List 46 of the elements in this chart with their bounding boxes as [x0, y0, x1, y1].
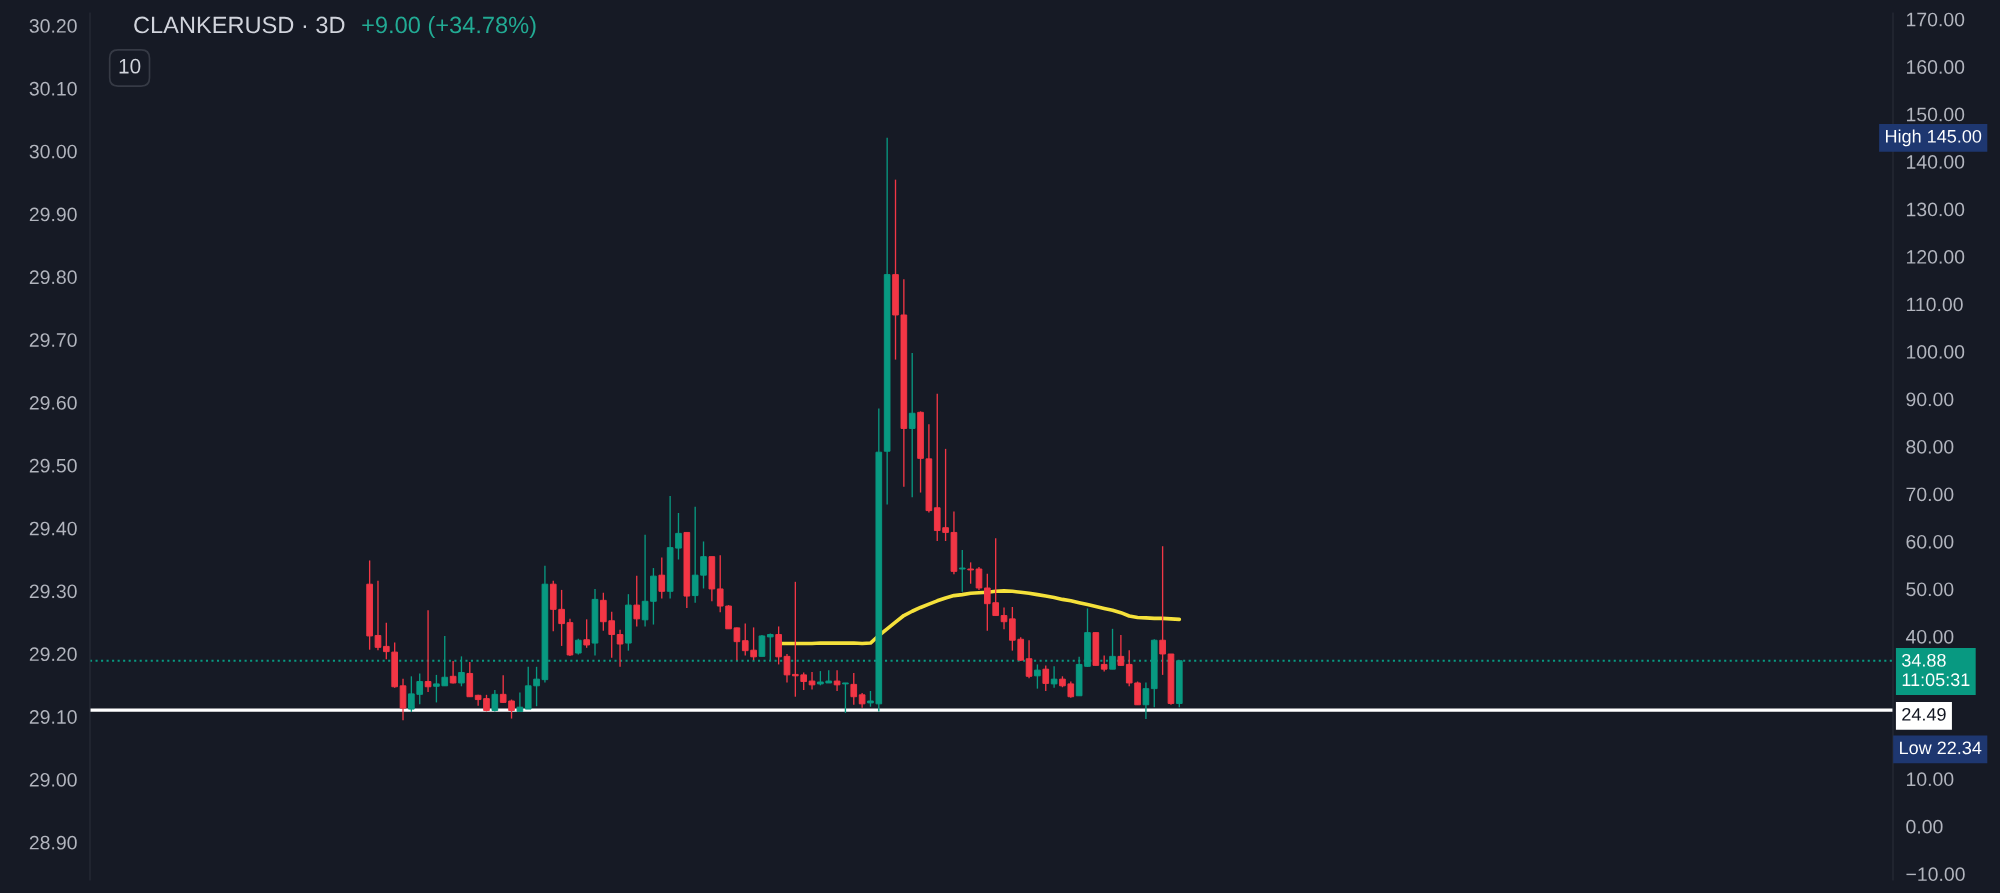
y-tick-label: 10.00: [1906, 772, 1954, 787]
ref-line-label: 34.88 11:05:31: [1902, 653, 1970, 687]
candlestick: [808, 672, 816, 690]
y2-tick-label: 30.10: [29, 81, 77, 96]
y-tick-label: −10.00: [1906, 867, 1965, 882]
candlestick: [449, 661, 457, 684]
y-tick-label: 40.00: [1905, 629, 1954, 644]
y2-tick-label: 29.70: [29, 333, 77, 347]
y-tick-label: 160.00: [1906, 60, 1965, 74]
y-tick-label: 70.00: [1906, 487, 1954, 502]
annotation: High 145.00: [1886, 129, 1982, 147]
ref-line-label: 24.49: [1902, 707, 1946, 721]
y-tick-label: 0.00: [1906, 819, 1943, 834]
y2-tick-label: 29.00: [29, 772, 77, 787]
candlestick: [1117, 635, 1125, 666]
y2-tick-label: 29.80: [29, 270, 77, 285]
y-tick-label: 150.00: [1906, 107, 1965, 122]
y-tick-label: 50.00: [1906, 582, 1954, 597]
y2-tick-label: 29.40: [29, 521, 77, 536]
annotation: 10: [119, 58, 141, 74]
candlestick: [516, 692, 524, 712]
y-tick-label: 80.00: [1906, 439, 1954, 454]
y2-tick-label: 28.90: [29, 835, 77, 850]
text: Low 22.34: [1900, 741, 1982, 755]
candlestick: [616, 629, 624, 667]
y2-tick-label: 29.90: [29, 207, 77, 222]
candlestick: [1050, 666, 1058, 688]
chart-title: CLANKERUSD · 3D: [134, 16, 345, 34]
candlestick: [424, 610, 432, 692]
y-tick-label: 170.00: [1906, 12, 1965, 27]
chart-subtitle: +9.00 (+34.78%): [362, 16, 536, 38]
y-tick-label: 130.00: [1906, 202, 1965, 217]
y-tick-label: 140.00: [1906, 155, 1965, 169]
y2-tick-label: 29.20: [29, 647, 77, 662]
y2-tick-label: 29.30: [29, 584, 77, 599]
y2-tick-label: 30.00: [29, 144, 77, 159]
candlestick: [833, 670, 841, 692]
y2-tick-label: 29.60: [29, 395, 77, 410]
y2-tick-label: 29.10: [29, 710, 77, 724]
y2-tick-label: 29.50: [29, 458, 77, 473]
y-tick-label: 100.00: [1906, 345, 1965, 359]
y-tick-label: 90.00: [1906, 392, 1954, 407]
y2-tick-label: 30.20: [29, 19, 77, 33]
y-tick-label: 60.00: [1906, 534, 1954, 549]
y-tick-label: 120.00: [1906, 250, 1965, 264]
y-tick-label: 110.00: [1906, 297, 1963, 312]
